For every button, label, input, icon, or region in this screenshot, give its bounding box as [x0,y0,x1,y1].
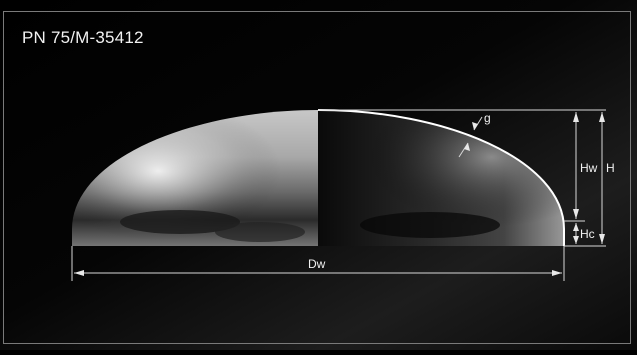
dimension-lines [71,109,606,281]
label-hc: Hc [580,227,595,241]
label-dw: Dw [308,257,326,271]
label-hw: Hw [580,161,598,175]
shell-wall-line [317,109,565,246]
standard-title: PN 75/M-35412 [22,28,144,47]
dimension-arrows [74,112,605,276]
label-g: g [484,111,491,125]
label-h: H [606,161,615,175]
